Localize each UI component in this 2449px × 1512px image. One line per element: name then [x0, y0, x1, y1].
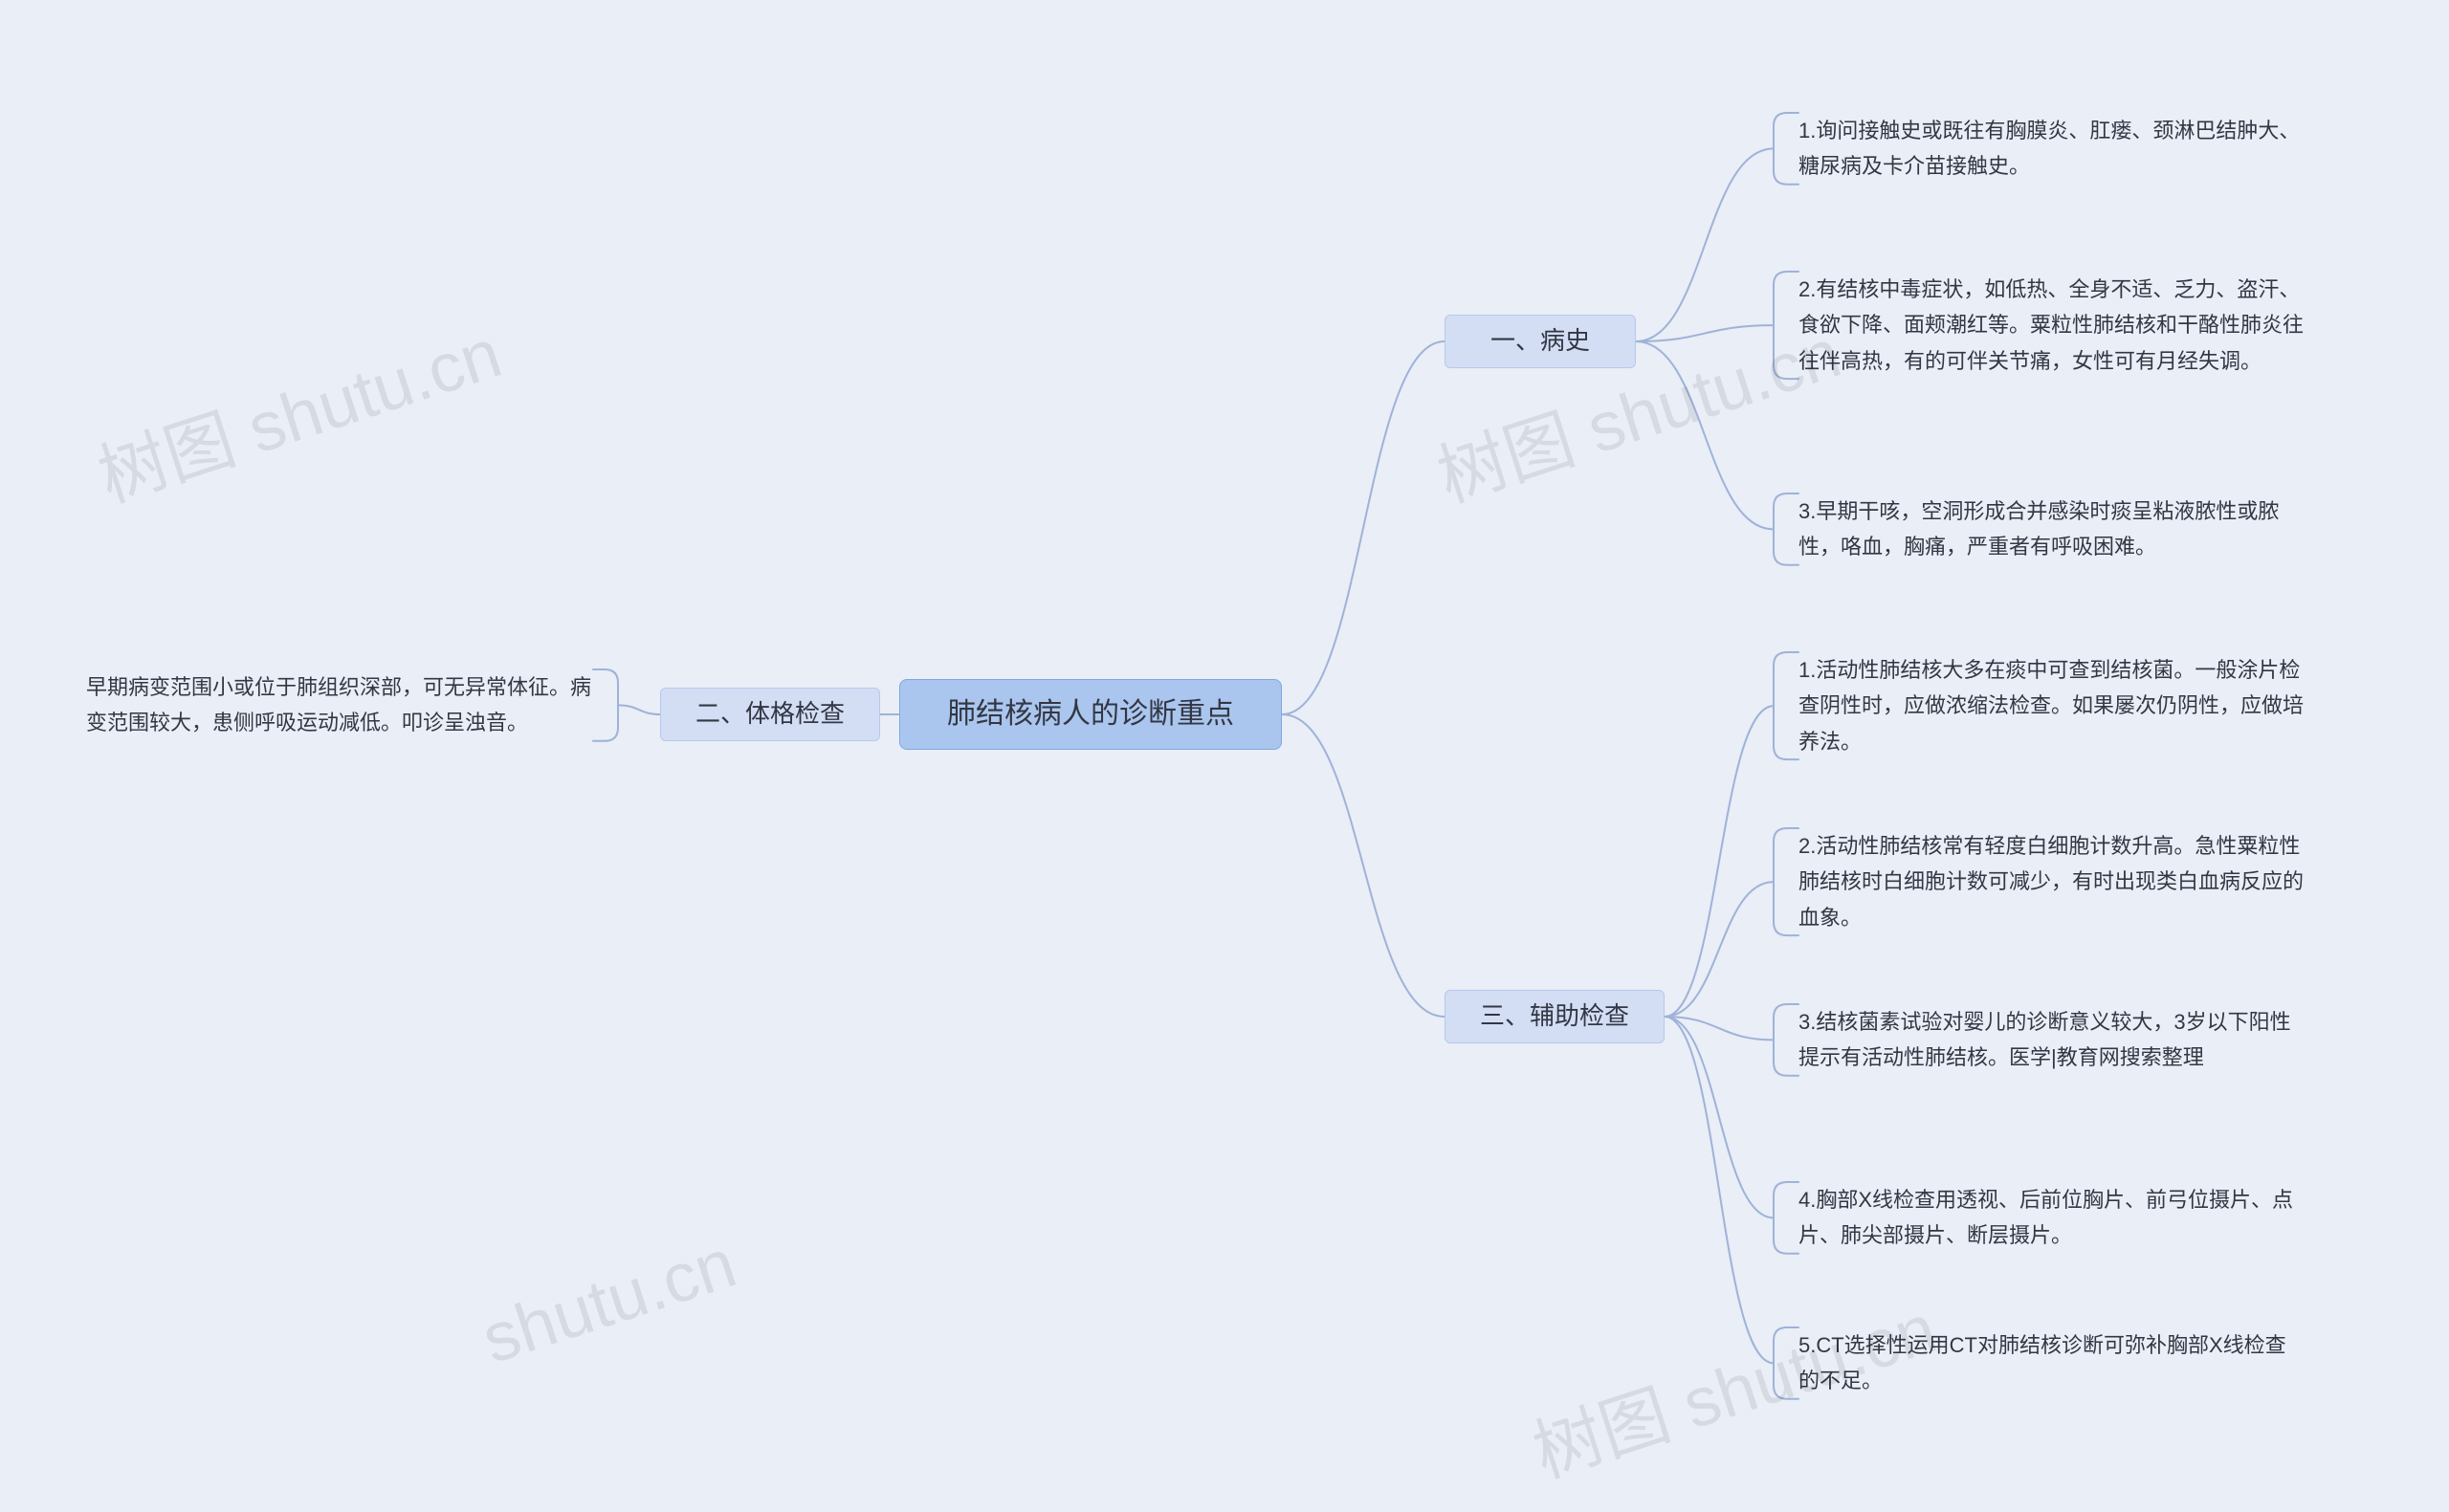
watermark-text: 树图 shutu.cn: [84, 296, 512, 521]
root-label: 肺结核病人的诊断重点: [947, 691, 1234, 737]
branch-label: 三、辅助检查: [1480, 997, 1629, 1037]
root-node[interactable]: 肺结核病人的诊断重点: [899, 679, 1282, 750]
leaf-node: 1.询问接触史或既往有胸膜炎、肛瘘、颈淋巴结肿大、糖尿病及卡介苗接触史。: [1798, 113, 2306, 185]
branch-label: 二、体格检查: [695, 694, 845, 734]
mindmap-canvas: 肺结核病人的诊断重点 一、病史 1.询问接触史或既往有胸膜炎、肛瘘、颈淋巴结肿大、…: [0, 0, 2449, 1512]
leaf-node: 2.有结核中毒症状，如低热、全身不适、乏力、盗汗、食欲下降、面颊潮红等。粟粒性肺…: [1798, 272, 2306, 379]
branch-node[interactable]: 一、病史: [1445, 315, 1636, 368]
watermark-text: shutu.cn: [474, 1224, 745, 1379]
leaf-node: 3.早期干咳，空洞形成合并感染时痰呈粘液脓性或脓性，咯血，胸痛，严重者有呼吸困难…: [1798, 493, 2306, 565]
leaf-node: 3.结核菌素试验对婴儿的诊断意义较大，3岁以下阳性提示有活动性肺结核。医学|教育…: [1798, 1004, 2306, 1076]
branch-label: 一、病史: [1490, 321, 1590, 362]
leaf-node: 2.活动性肺结核常有轻度白细胞计数升高。急性粟粒性肺结核时白细胞计数可减少，有时…: [1798, 828, 2306, 935]
leaf-node: 5.CT选择性运用CT对肺结核诊断可弥补胸部X线检查的不足。: [1798, 1327, 2306, 1399]
leaf-node: 1.活动性肺结核大多在痰中可查到结核菌。一般涂片检查阴性时，应做浓缩法检查。如果…: [1798, 652, 2306, 759]
leaf-node: 早期病变范围小或位于肺组织深部，可无异常体征。病变范围较大，患侧呼吸运动减低。叩…: [86, 669, 593, 741]
leaf-node: 4.胸部X线检查用透视、后前位胸片、前弓位摄片、点片、肺尖部摄片、断层摄片。: [1798, 1182, 2306, 1254]
branch-node[interactable]: 三、辅助检查: [1445, 990, 1665, 1043]
branch-node[interactable]: 二、体格检查: [660, 688, 880, 741]
